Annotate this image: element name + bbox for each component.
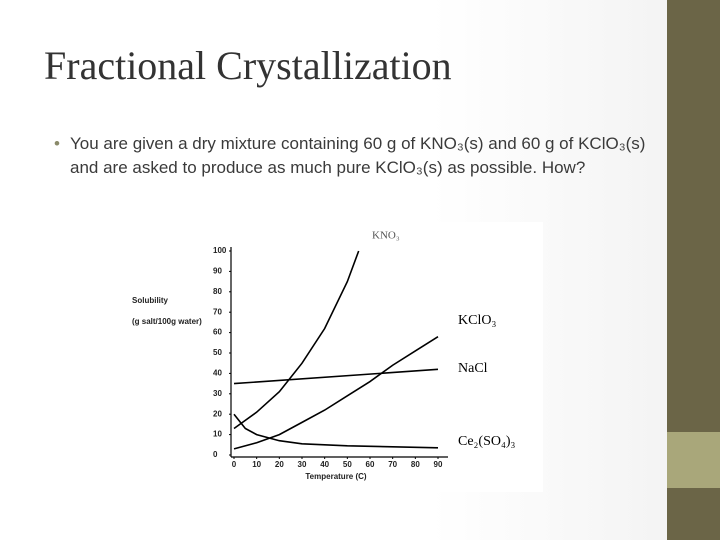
series-line: [233, 336, 439, 450]
y-tick-label: 10: [213, 430, 222, 439]
x-tick-label: 20: [275, 460, 284, 469]
x-tick-label: 70: [388, 460, 397, 469]
y-tick-label: 80: [213, 287, 222, 296]
slide-title: Fractional Crystallization: [44, 43, 452, 88]
x-tick-label: 50: [343, 460, 352, 469]
series-label: KNO₃: [372, 230, 400, 242]
x-tick-label: 80: [411, 460, 420, 469]
chart-background: [210, 222, 543, 492]
y-axis-label: (g salt/100g water): [132, 317, 202, 326]
side-strip-accent: [667, 432, 720, 488]
y-tick-label: 90: [213, 267, 222, 276]
x-axis-label: Temperature (C): [305, 472, 367, 481]
y-tick-label: 30: [213, 389, 222, 398]
x-tick-label: 40: [320, 460, 329, 469]
bullet: You are given a dry mixture containing 6…: [52, 132, 650, 180]
y-tick-label: 40: [213, 369, 222, 378]
x-tick-label: 30: [298, 460, 307, 469]
x-tick-label: 10: [252, 460, 261, 469]
y-tick-label: 0: [213, 450, 218, 459]
x-tick-label: 90: [434, 460, 443, 469]
series-line: [233, 413, 439, 449]
y-tick-label: 20: [213, 409, 222, 418]
series-line: [233, 250, 360, 430]
y-tick-label: 100: [213, 246, 227, 255]
series-label: NaCl: [458, 361, 488, 376]
series-label: Ce₂(SO₄)₃: [458, 434, 516, 449]
y-axis-label: Solubility: [132, 296, 169, 305]
y-tick-label: 70: [213, 307, 222, 316]
y-tick-label: 50: [213, 348, 222, 357]
x-tick-label: 0: [232, 460, 237, 469]
series-line: [233, 368, 439, 385]
series-label: KClO₃: [458, 313, 496, 328]
x-tick-label: 60: [366, 460, 375, 469]
y-tick-label: 60: [213, 328, 222, 337]
